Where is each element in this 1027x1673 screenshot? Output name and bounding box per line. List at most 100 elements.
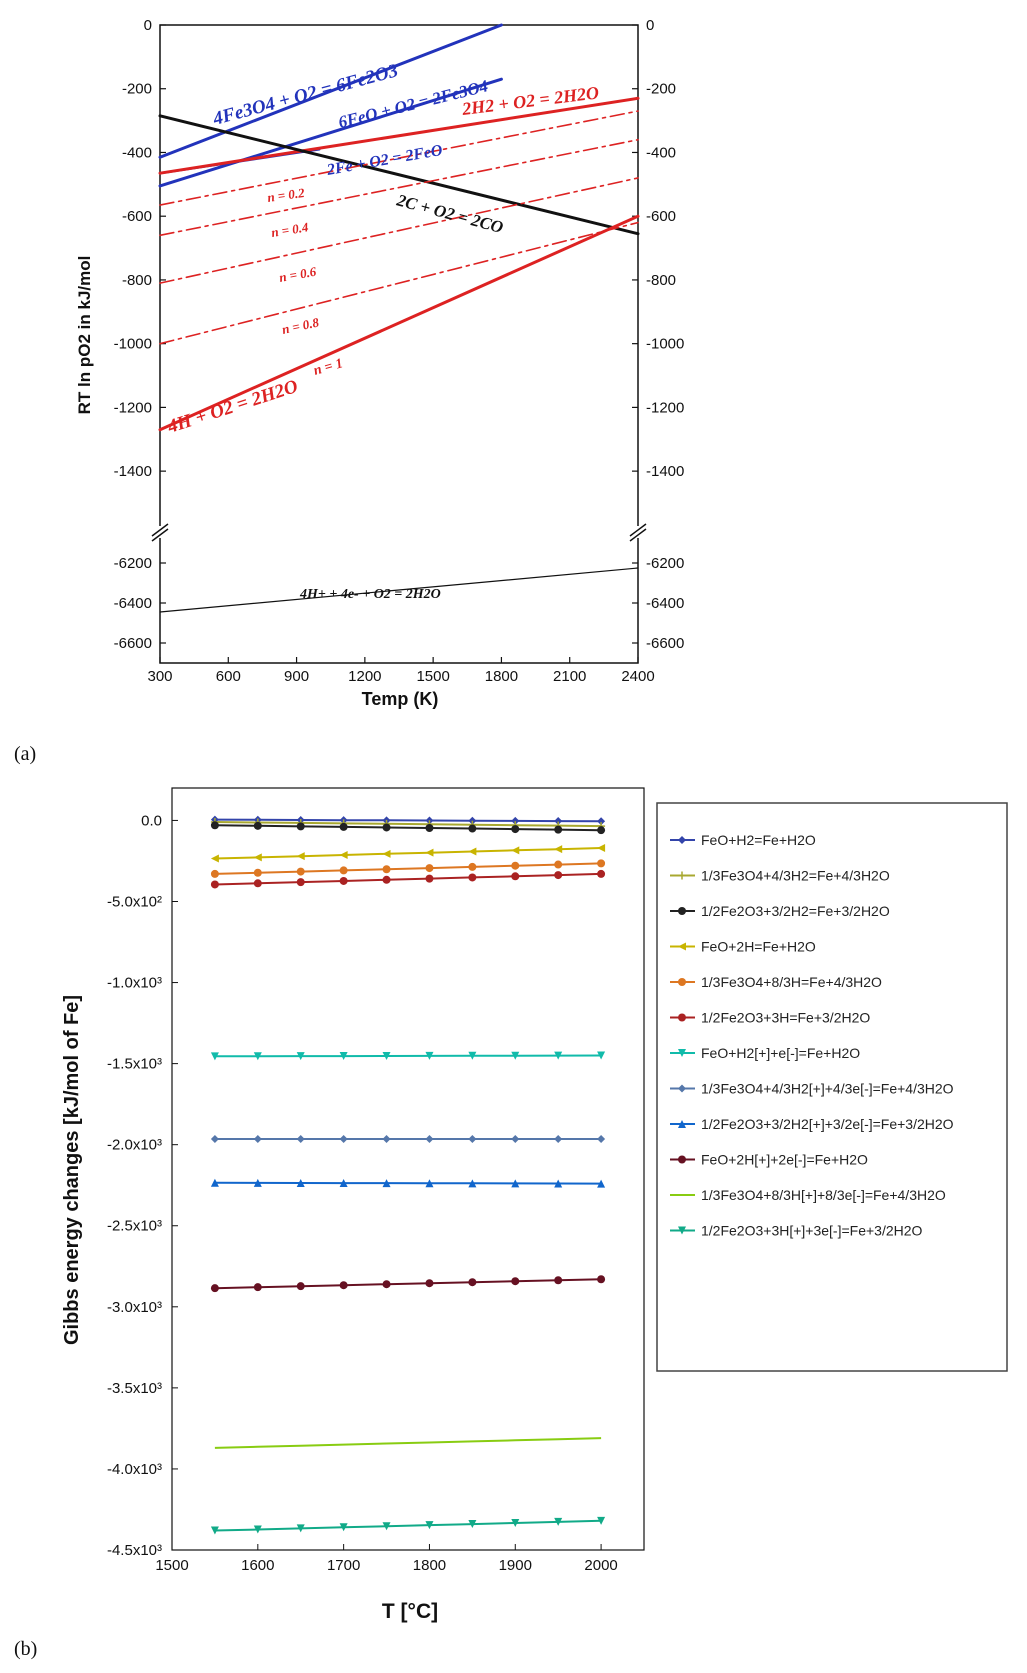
label-hplus-h2o: 4H+ + 4e- + O2 = 2H2O	[299, 587, 441, 602]
panel-b-data-point	[253, 1283, 262, 1292]
panel-b-data-point	[468, 1520, 477, 1529]
panel-b-data-point	[296, 822, 305, 831]
panel-a-y-tick-label: -600	[122, 208, 152, 225]
panel-a-y-tick-label-right: -400	[646, 144, 676, 161]
panel-b-data-point	[339, 866, 348, 875]
axis-break-mark-right-1	[629, 523, 647, 537]
panel-b-data-point	[339, 851, 348, 860]
panel-b-data-point	[382, 1280, 391, 1289]
panel-a-y-tick-label-right: 0	[646, 17, 654, 34]
panel-b-data-point	[296, 1052, 305, 1061]
panel-b-data-point	[253, 853, 262, 862]
panel-b-data-point	[253, 868, 262, 877]
panel-a-x-tick-label: 900	[284, 668, 309, 685]
legend-marker	[678, 1155, 686, 1164]
legend: FeO+H2=Fe+H2O 1/3Fe3O4+4/3H2=Fe+4/3H2O 1/2…	[670, 832, 954, 1239]
panel-b-x-tick-label: 1700	[327, 1557, 360, 1574]
legend-marker	[678, 1013, 686, 1022]
panel-a-y-tick-label: -6400	[114, 595, 152, 612]
legend-entry-label: 1/3Fe3O4+4/3H2=Fe+4/3H2O	[701, 868, 890, 884]
panel-b-data-point	[253, 879, 262, 888]
panel-b-data-point	[468, 1278, 477, 1287]
panel-a-x-axis-title: Temp (K)	[362, 689, 439, 709]
panel-b-y-tick-label: -4.0x10³	[107, 1461, 162, 1478]
legend-marker	[678, 1226, 686, 1235]
panel-a-y-tick-label-right: -6200	[646, 555, 684, 572]
panel-a-series-line	[158, 214, 640, 432]
panel-b-data-point	[296, 1135, 305, 1144]
panel-b-data-point	[597, 869, 606, 878]
panel-b-data-point	[382, 1051, 391, 1060]
legend-entry-label: 1/2Fe2O3+3/2H2[+]+3/2e[-]=Fe+3/2H2O	[701, 1116, 954, 1132]
panel-a-x-tick-label: 1800	[485, 668, 518, 685]
legend-entry-label: 1/2Fe2O3+3H=Fe+3/2H2O	[701, 1010, 870, 1026]
label-n-0-4: n = 0.4	[270, 219, 310, 240]
panel-a-series-line	[159, 138, 639, 237]
panel-a-y-tick-label: -1400	[114, 463, 152, 480]
panel-b-data-point	[339, 876, 348, 885]
panel-b-data-point	[210, 880, 219, 889]
panel-b-data-point	[468, 1051, 477, 1060]
panel-b-data-point	[296, 1178, 305, 1187]
panel-b-data-point	[339, 1179, 348, 1188]
panel-a-y-tick-label-right: -600	[646, 208, 676, 225]
panel-b-data-point	[296, 867, 305, 876]
panel-a-y-axis-title: RT ln pO2 in kJ/mol	[75, 256, 94, 415]
legend-marker	[678, 871, 686, 880]
panel-a-x-tick-label: 600	[216, 668, 241, 685]
panel-b-y-tick-label: 0.0	[141, 812, 162, 829]
panel-b-data-point	[597, 859, 606, 868]
panel-b-data-point	[554, 817, 563, 826]
legend-marker	[678, 942, 686, 951]
panel-a-series-line	[158, 96, 640, 175]
panel-b-y-axis-title: Gibbs energy changes [kJ/mol of Fe]	[61, 995, 83, 1345]
panel-a-x-tick-label: 2100	[553, 668, 586, 685]
panel-a-series-line	[159, 177, 639, 284]
panel-b-data-point	[210, 1284, 219, 1293]
panel-b-data-point	[554, 1179, 563, 1188]
panel-b-data-point	[425, 874, 434, 883]
panel-b-data-point	[511, 861, 520, 870]
panel-b-series-line	[214, 1278, 602, 1290]
panel-a-series-line	[158, 114, 640, 236]
panel-a-y-tick-label: -800	[122, 272, 152, 289]
panel-b-x-tick-label: 1900	[499, 1557, 532, 1574]
axis-break-mark-right-2	[629, 528, 647, 542]
label-n-0-2: n = 0.2	[266, 185, 306, 205]
panel-b-data-point	[382, 865, 391, 874]
panel-b-data-point	[468, 1179, 477, 1188]
legend-entry-label: FeO+H2=Fe+H2O	[701, 832, 816, 848]
panel-a-series-line	[158, 77, 503, 188]
panel-a-chart: 300 600 900 1200 1500 1800 2100 2400 0 0 -200 -200 -…	[14, 17, 684, 765]
legend-marker	[678, 1084, 686, 1093]
panel-b-data-point	[339, 1523, 348, 1532]
panel-b-ticks: 1500 1600 1700 1800 1900 2000 0.0 -5.0x10² -1.0x…	[107, 812, 618, 1574]
panel-b-data-point	[554, 845, 563, 854]
panel-b-data-point	[468, 847, 477, 856]
panel-b-series-line	[214, 872, 602, 886]
panel-b-data-point	[554, 1276, 563, 1285]
panel-b-data-point	[597, 1135, 606, 1144]
panel-b-data-point	[425, 1179, 434, 1188]
panel-b-data-point	[425, 1521, 434, 1530]
panel-a-x-tick-label: 1200	[348, 668, 381, 685]
panel-b-data-point	[597, 843, 606, 852]
panel-b-y-tick-label: -3.5x10³	[107, 1380, 162, 1397]
panel-b-data-point	[511, 846, 520, 855]
panel-b-data-point	[339, 822, 348, 831]
panel-a-x-tick-label: 300	[147, 668, 172, 685]
panel-b-x-tick-label: 1800	[413, 1557, 446, 1574]
panel-b-data-point	[296, 878, 305, 887]
panel-b-series-line	[214, 1519, 602, 1532]
legend-entry-label: FeO+H2[+]+e[-]=Fe+H2O	[701, 1045, 860, 1061]
panel-a-y-tick-label-right: -200	[646, 81, 676, 98]
panel-b-data-point	[382, 1522, 391, 1531]
legend-marker	[678, 836, 686, 844]
panel-b-x-axis-title: T [°C]	[382, 1600, 438, 1623]
panel-b-data-point	[597, 826, 606, 835]
panel-b-data-point	[597, 1516, 606, 1525]
panel-b-data-point	[296, 1524, 305, 1533]
panel-b-data-point	[425, 848, 434, 857]
legend-marker	[678, 1049, 686, 1057]
